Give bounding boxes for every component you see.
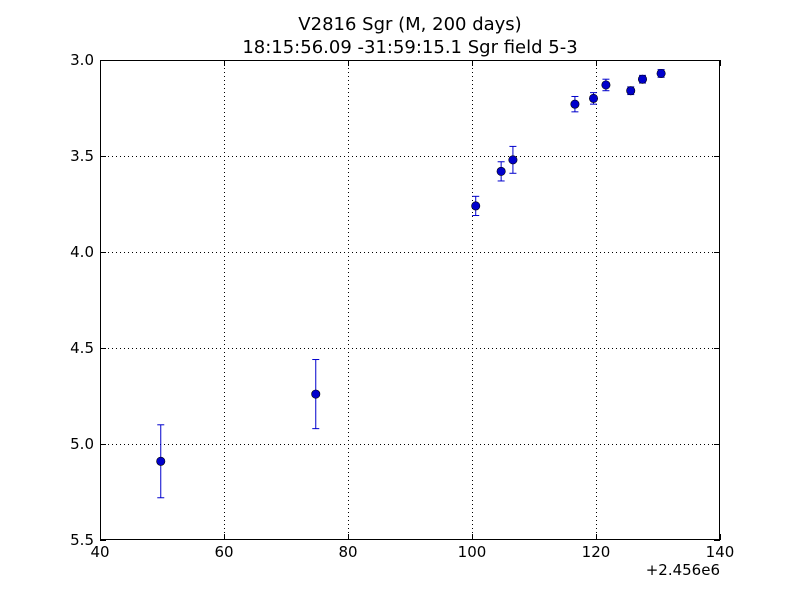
y-tick-label: 4.0 xyxy=(70,243,94,261)
data-point xyxy=(156,456,166,466)
ticks-layer: 40 60 80 100 120 140 3.0 3.5 4.0 4.5 5.0 5.5 xyxy=(70,51,734,561)
points-layer xyxy=(156,68,666,499)
x-offset-label: +2.456e6 xyxy=(646,561,720,579)
data-point xyxy=(626,86,636,96)
x-tick-label: 120 xyxy=(582,543,611,561)
x-tick-label: 60 xyxy=(214,543,233,561)
data-point xyxy=(311,389,321,399)
data-point xyxy=(589,93,599,103)
data-point xyxy=(496,166,506,176)
x-tick-label: 100 xyxy=(458,543,487,561)
y-tick-label: 3.0 xyxy=(70,51,94,69)
data-point xyxy=(601,80,611,90)
chart-subtitle: 18:15:56.09 -31:59:15.1 Sgr field 5-3 xyxy=(242,37,577,58)
x-tick-label: 80 xyxy=(338,543,357,561)
y-tick-label: 4.5 xyxy=(70,339,94,357)
data-point xyxy=(637,74,647,84)
x-tick-label: 40 xyxy=(90,543,109,561)
grid-layer xyxy=(100,60,720,540)
data-point xyxy=(570,99,580,109)
y-tick-label: 5.0 xyxy=(70,435,94,453)
chart-title: V2816 Sgr (M, 200 days) xyxy=(298,14,521,35)
data-point xyxy=(508,155,518,165)
data-point xyxy=(471,201,481,211)
x-tick-label: 140 xyxy=(706,543,735,561)
plot-frame xyxy=(100,60,720,540)
y-tick-label: 3.5 xyxy=(70,147,94,165)
data-point xyxy=(656,68,666,78)
y-tick-label: 5.5 xyxy=(70,531,94,549)
